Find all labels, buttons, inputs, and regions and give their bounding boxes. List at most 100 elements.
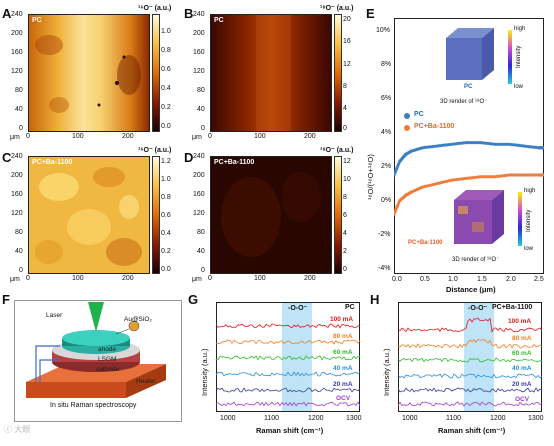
y-tick: 200 [11,30,23,37]
y-tick: 80 [197,87,205,94]
panel-label-f: F [2,292,10,307]
x-tick: 1100 [446,415,461,422]
x-tick: 1100 [264,415,279,422]
cube-pc-tag: PC [464,84,472,90]
label-lsgm: LSGM [98,356,116,363]
cube-pc-colorbar [508,30,512,84]
panel-e-ylabel: ¹⁸O/(¹⁶O+¹⁸O) [366,154,375,200]
label-anode: anode [98,346,116,353]
x-tick: 100 [254,275,266,282]
panel-label-e: E [366,6,375,21]
y-tick: 0 [201,125,205,132]
y-tick: 10% [376,27,390,34]
cube-pcba-intensity: Intensity [526,210,532,232]
cube-pcba [448,186,510,248]
y-tick: 160 [193,191,205,198]
map-a-colorbar-title: ¹⁶O⁻ (a.u.) [138,4,171,12]
y-tick: 40 [15,106,23,113]
cb-tick: 0.4 [161,230,171,237]
panel-label-g: G [188,292,198,307]
panel-h-tag: PC+Ba-1100 [492,304,532,311]
x-tick: 100 [72,133,84,140]
current-label-20: 20 mA [512,381,532,388]
cb-tick: 0.8 [161,47,171,54]
current-label-20: 20 mA [333,381,353,388]
y-tick: 160 [193,49,205,56]
cube-pcba-low: low [524,246,533,252]
panel-label-h: H [370,292,379,307]
y-tick: 200 [193,172,205,179]
x-tick: 0 [26,133,30,140]
x-tick: 100 [254,133,266,140]
x-tick: 100 [72,275,84,282]
current-label-80: 80 mA [512,335,532,342]
cube-pc-caption: 3D render of ¹⁸O⁻ [440,98,487,105]
current-label-60: 60 mA [333,349,353,356]
y-tick: 240 [193,153,205,160]
cb-tick: 16 [343,38,351,45]
y-tick: 160 [11,191,23,198]
cb-tick: 0.4 [161,85,171,92]
map-d-unit: μm [192,276,202,283]
cube-pc-high: high [514,26,525,32]
map-b-tag: PC [214,17,224,24]
cube-pcba-tag: PC+Ba-1100 [408,240,443,246]
cb-tick: 0 [343,266,347,273]
x-tick: 1200 [490,415,506,422]
current-label-ocv: OCV [515,396,529,403]
label-heater: Heater [136,378,156,385]
legend-pc-label: PC [414,111,424,118]
cb-tick: 8 [343,83,347,90]
cb-tick: 0.6 [161,212,171,219]
y-tick: 80 [197,229,205,236]
y-tick: 2% [381,163,391,170]
y-tick: 80 [15,229,23,236]
x-tick: 200 [304,133,316,140]
y-tick: -2% [378,231,390,238]
x-tick: 200 [122,275,134,282]
panel-h-band-label: -O-O⁻ [468,304,487,312]
cube-pcba-caption: 3D render of ¹⁸O⁻ [452,256,499,263]
cb-tick: 8 [343,194,347,201]
y-tick: 6% [381,95,391,102]
map-a-tag: PC [32,17,42,24]
legend-pcba-marker [404,125,410,131]
cb-tick: 0.2 [161,104,171,111]
y-tick: 80 [15,87,23,94]
y-tick: 120 [193,68,205,75]
cube-pc-intensity: Intensity [516,46,522,68]
x-tick: 1000 [220,415,236,422]
panel-g-tag: PC [345,304,355,311]
map-b-colorbar [334,14,342,132]
map-d-image [210,156,332,274]
y-tick: 40 [197,248,205,255]
x-tick: 0 [208,133,212,140]
y-tick: 240 [11,11,23,18]
cb-tick: 0.8 [161,194,171,201]
y-tick: 200 [11,172,23,179]
legend-pc-marker [404,113,410,119]
current-label-100: 100 mA [508,318,531,325]
cb-tick: 2 [343,248,347,255]
map-b-image [210,14,332,132]
y-tick: 40 [197,106,205,113]
x-tick: 2.5 [534,276,544,283]
x-tick: 200 [122,133,134,140]
panel-g-band-label: -O-O⁻ [288,304,307,312]
y-tick: 0% [381,197,391,204]
peroxide-band [282,302,312,412]
y-tick: 120 [11,210,23,217]
cb-tick: 0 [343,125,347,132]
current-label-60: 60 mA [512,350,532,357]
map-b-colorbar-title: ¹⁸O⁻ (a.u.) [320,4,353,12]
y-tick: 120 [193,210,205,217]
cb-tick: 6 [343,212,347,219]
x-tick: 1200 [308,415,324,422]
y-tick: 4% [381,129,391,136]
watermark: ⓒ 大眼 [4,424,30,435]
y-tick: 0 [19,267,23,274]
cb-tick: 0.6 [161,66,171,73]
cube-pcba-high: high [524,188,535,194]
panel-f-caption: In situ Raman spectroscopy [50,402,136,409]
map-d-tag: PC+Ba-1100 [214,159,254,166]
